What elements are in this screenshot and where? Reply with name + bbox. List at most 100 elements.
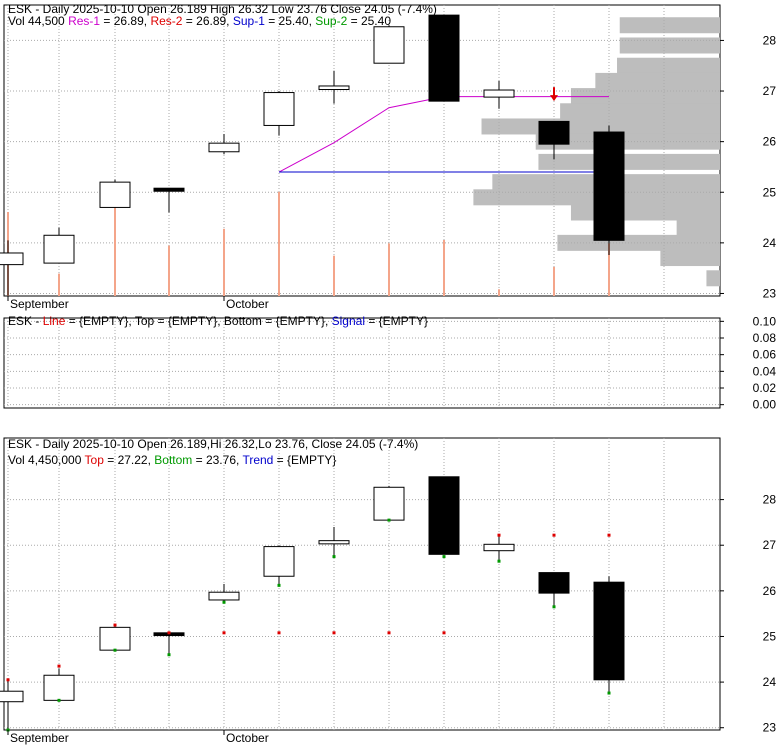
sup1-label: Sup-1 bbox=[233, 14, 265, 28]
trend-candle-body bbox=[43, 674, 75, 701]
profile-bar bbox=[660, 250, 720, 267]
profile-bar bbox=[538, 153, 720, 170]
res2-value: = 26.89, bbox=[182, 14, 232, 28]
price-tick-label: 26 bbox=[763, 135, 777, 149]
bottom-marker bbox=[332, 555, 336, 559]
res1-value: = 26.89, bbox=[100, 14, 150, 28]
trend-candle-body bbox=[263, 546, 295, 577]
bottom-marker bbox=[387, 518, 391, 522]
price-candles bbox=[0, 14, 625, 296]
indicator-y-axis: 0.00 0.02 0.04 0.06 0.08 0.10 bbox=[720, 314, 777, 412]
trend-candle-body bbox=[428, 476, 460, 555]
top-marker bbox=[6, 678, 10, 682]
price-candle-body bbox=[208, 142, 240, 153]
price-tick-label: 23 bbox=[763, 286, 777, 300]
bottom-marker bbox=[497, 559, 501, 563]
price-tick-label: 28 bbox=[763, 33, 777, 47]
profile-bar bbox=[560, 103, 720, 120]
price-panel-legend: Vol 44,500 Res-1 = 26.89, Res-2 = 26.89,… bbox=[8, 14, 391, 28]
sup1-value: = 25.40, bbox=[265, 14, 315, 28]
price-candle-body bbox=[99, 181, 131, 208]
trend-panel-legend: Vol 4,450,000 Top = 27.22, Bottom = 23.7… bbox=[8, 453, 336, 467]
top-marker bbox=[167, 631, 171, 635]
bottom-marker bbox=[552, 605, 556, 609]
price-x-axis: September October bbox=[7, 296, 269, 311]
volume-bar bbox=[168, 245, 170, 296]
top-marker bbox=[277, 631, 281, 635]
price-candle-body bbox=[43, 234, 75, 264]
trend-tick-label: 26 bbox=[763, 584, 777, 598]
price-candle-body bbox=[483, 89, 515, 98]
signal-arrow-head bbox=[550, 95, 558, 102]
volume-bar bbox=[553, 266, 555, 296]
volume-label: Vol 44,500 bbox=[8, 14, 65, 28]
top-marker bbox=[497, 533, 501, 537]
trend-x-label: October bbox=[226, 731, 269, 745]
bottom-marker bbox=[57, 698, 61, 702]
indicator-panel-frame bbox=[3, 317, 721, 409]
indicator-tick-label: 0.04 bbox=[753, 364, 777, 378]
indicator-tick-label: 0.06 bbox=[753, 348, 777, 362]
volume-bar bbox=[223, 228, 225, 296]
profile-bar bbox=[619, 37, 720, 54]
price-candle-body bbox=[428, 14, 460, 102]
trend-candle-body bbox=[208, 591, 240, 601]
volume-bar bbox=[388, 243, 390, 296]
price-candle-body bbox=[153, 187, 185, 192]
top-marker-value: = 27.22, bbox=[104, 453, 154, 467]
price-tick-label: 25 bbox=[763, 185, 777, 199]
bottom-marker bbox=[442, 555, 446, 559]
profile-bar bbox=[619, 17, 720, 34]
trend-panel-grid bbox=[4, 438, 720, 730]
trend-y-axis: 23 24 25 26 27 28 bbox=[720, 493, 776, 735]
top-marker bbox=[222, 631, 226, 635]
bottom-marker bbox=[277, 583, 281, 587]
bottom-marker bbox=[167, 653, 171, 657]
res1-label: Res-1 bbox=[68, 14, 100, 28]
trend-candle-body bbox=[99, 626, 131, 651]
line-label: Line bbox=[43, 314, 66, 328]
trend-candle-body bbox=[483, 543, 515, 552]
line-value: = {EMPTY}, bbox=[65, 314, 134, 328]
indicator-tick-label: 0.00 bbox=[753, 398, 777, 412]
trend-tick-label: 25 bbox=[763, 629, 777, 643]
top-marker bbox=[57, 664, 61, 668]
top-marker bbox=[607, 533, 611, 537]
trend-candle-body bbox=[0, 690, 24, 703]
profile-bar bbox=[617, 57, 720, 74]
trend-panel-header: ESK - Daily 2025-10-10 Open 26.189,Hi 26… bbox=[8, 437, 418, 451]
trend-volume-label: Vol 4,450,000 bbox=[8, 453, 85, 467]
indicator-prefix: ESK - bbox=[8, 314, 43, 328]
volume-profile bbox=[473, 17, 720, 287]
bottom-marker-label: Bottom bbox=[154, 453, 192, 467]
top-marker-label: Top bbox=[85, 453, 105, 467]
trend-candle-body bbox=[538, 572, 570, 594]
profile-bar bbox=[570, 204, 720, 221]
top-bottom-markers bbox=[6, 518, 611, 732]
volume-bar bbox=[278, 191, 280, 296]
profile-bar bbox=[557, 234, 720, 251]
price-y-axis: 23 24 25 26 27 28 bbox=[720, 33, 776, 300]
top-marker bbox=[552, 533, 556, 537]
trend-tick-label: 23 bbox=[763, 721, 777, 735]
trend-tick-label: 28 bbox=[763, 493, 777, 507]
bottom-marker bbox=[222, 600, 226, 604]
top-label: Top = {EMPTY}, bbox=[135, 314, 224, 328]
indicator-panel-header: ESK - Line = {EMPTY}, Top = {EMPTY}, Bot… bbox=[8, 314, 428, 328]
price-candle-body bbox=[263, 92, 295, 126]
volume-bar bbox=[58, 273, 60, 296]
indicator-tick-label: 0.02 bbox=[753, 381, 777, 395]
profile-bar bbox=[570, 88, 720, 105]
signal-value: = {EMPTY} bbox=[365, 314, 428, 328]
price-tick-label: 27 bbox=[763, 84, 777, 98]
trend-candle-body bbox=[593, 581, 625, 681]
res2-label: Res-2 bbox=[150, 14, 182, 28]
price-tick-label: 24 bbox=[763, 236, 777, 250]
price-candle-body bbox=[593, 131, 625, 241]
bottom-label: Bottom = {EMPTY}, bbox=[224, 314, 332, 328]
indicator-panel-grid bbox=[4, 318, 720, 408]
price-candle-body bbox=[538, 120, 570, 145]
volume-bar bbox=[443, 240, 445, 296]
volume-bar bbox=[608, 243, 610, 296]
